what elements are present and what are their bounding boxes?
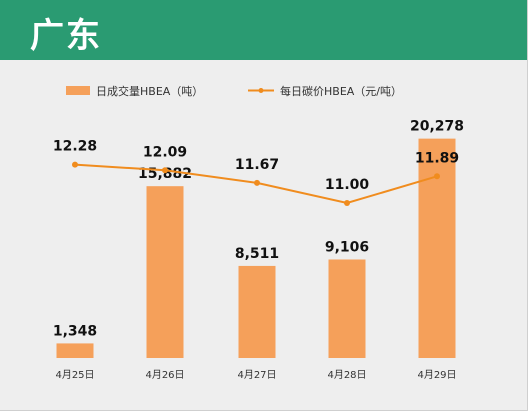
bar-value-label: 8,511 <box>235 246 279 262</box>
line-value-label: 11.67 <box>235 157 279 173</box>
bar <box>56 343 94 358</box>
bar-value-label: 1,348 <box>53 323 97 339</box>
x-axis-ticks: 4月25日 4月26日 4月27日 4月28日 4月29日 <box>55 369 456 381</box>
legend-line-marker <box>258 88 264 93</box>
x-tick-label: 4月27日 <box>237 369 276 381</box>
line-value-label: 11.89 <box>415 150 459 166</box>
line-point <box>434 173 440 180</box>
line-point <box>344 200 350 206</box>
bar-value-label: 20,278 <box>410 119 464 135</box>
x-tick-label: 4月25日 <box>55 369 94 381</box>
line-value-label: 12.09 <box>143 144 187 160</box>
bar <box>146 186 184 358</box>
line-point <box>72 161 78 168</box>
header-bar: 广东 <box>0 0 527 60</box>
line-value-label: 12.28 <box>53 139 97 155</box>
combo-chart: 日成交量HBEA（吨） 每日碳价HBEA（元/吨） 1,34815,8828,5… <box>53 84 464 381</box>
bar <box>238 265 276 358</box>
bar <box>328 259 366 358</box>
x-tick-label: 4月26日 <box>145 369 184 381</box>
legend-line-label: 每日碳价HBEA（元/吨） <box>280 84 402 98</box>
legend-bar-label: 日成交量HBEA（吨） <box>96 84 203 98</box>
bar <box>418 138 456 358</box>
line-value-label: 11.00 <box>325 177 370 193</box>
bar-value-label: 9,106 <box>325 239 369 255</box>
legend-bar-swatch <box>66 86 90 95</box>
x-tick-label: 4月28日 <box>327 369 366 381</box>
line-point <box>254 179 260 186</box>
line-series: 12.28 12.09 11.67 11.00 11.89 <box>53 139 459 206</box>
page-title: 广东 <box>30 16 102 56</box>
x-tick-label: 4月29日 <box>417 369 456 381</box>
line-point <box>162 167 168 174</box>
legend: 日成交量HBEA（吨） 每日碳价HBEA（元/吨） <box>66 84 402 98</box>
